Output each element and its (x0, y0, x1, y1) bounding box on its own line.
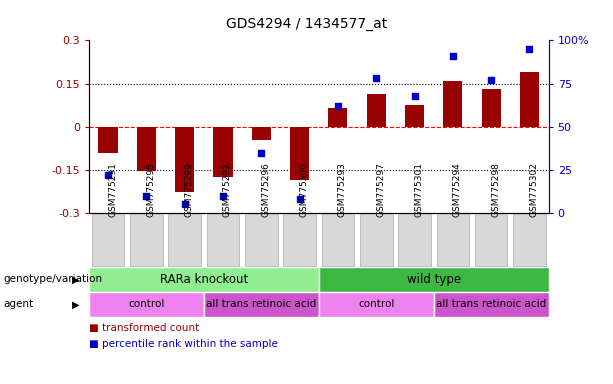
Point (142, 193, 151, 199)
Point (525, 46, 535, 52)
FancyBboxPatch shape (398, 214, 431, 266)
Bar (175, 127, 194, 192)
FancyBboxPatch shape (207, 214, 239, 266)
FancyBboxPatch shape (245, 214, 278, 266)
FancyBboxPatch shape (434, 292, 549, 317)
Text: GSM775293: GSM775293 (338, 162, 347, 217)
Bar (367, 94, 386, 127)
Point (180, 202, 189, 208)
Text: GSM775301: GSM775301 (414, 162, 424, 217)
Bar (329, 108, 348, 127)
Text: genotype/variation: genotype/variation (3, 274, 102, 285)
Text: GSM775294: GSM775294 (453, 163, 462, 217)
Text: ▶: ▶ (72, 299, 80, 310)
FancyBboxPatch shape (319, 267, 549, 292)
Text: ■ transformed count: ■ transformed count (89, 323, 199, 333)
Point (295, 196, 305, 202)
Point (103, 172, 113, 178)
Text: GSM775291: GSM775291 (108, 162, 117, 217)
Text: GSM775298: GSM775298 (491, 162, 500, 217)
FancyBboxPatch shape (204, 292, 319, 317)
FancyBboxPatch shape (436, 214, 469, 266)
Text: ▶: ▶ (72, 274, 80, 285)
FancyBboxPatch shape (89, 267, 319, 292)
Bar (137, 127, 156, 171)
Text: control: control (128, 299, 164, 310)
Text: all trans retinoic acid: all trans retinoic acid (206, 299, 316, 310)
FancyBboxPatch shape (283, 214, 316, 266)
Text: GSM775300: GSM775300 (300, 162, 308, 217)
FancyBboxPatch shape (322, 214, 354, 266)
Point (333, 103, 343, 109)
Text: GSM775302: GSM775302 (530, 162, 538, 217)
Bar (252, 127, 271, 140)
Point (409, 93, 419, 99)
Bar (443, 81, 462, 127)
FancyBboxPatch shape (89, 292, 204, 317)
Point (448, 53, 458, 59)
FancyBboxPatch shape (319, 292, 434, 317)
Text: GSM775297: GSM775297 (376, 162, 385, 217)
Text: ■ percentile rank within the sample: ■ percentile rank within the sample (89, 339, 278, 349)
FancyBboxPatch shape (130, 214, 162, 266)
Text: agent: agent (3, 299, 33, 310)
Bar (290, 127, 309, 180)
Bar (520, 72, 539, 127)
FancyBboxPatch shape (513, 214, 546, 266)
Bar (99, 127, 118, 153)
Bar (482, 89, 501, 127)
Point (371, 75, 381, 81)
FancyBboxPatch shape (360, 214, 392, 266)
Point (218, 193, 228, 199)
FancyBboxPatch shape (92, 214, 124, 266)
Bar (405, 105, 424, 127)
Text: all trans retinoic acid: all trans retinoic acid (436, 299, 546, 310)
FancyBboxPatch shape (169, 214, 201, 266)
Point (256, 149, 266, 156)
Text: GSM775296: GSM775296 (261, 162, 270, 217)
Bar (213, 127, 232, 177)
Text: GSM775292: GSM775292 (223, 163, 232, 217)
Text: wild type: wild type (406, 273, 461, 286)
Text: GSM775299: GSM775299 (185, 162, 194, 217)
Text: GSM775295: GSM775295 (147, 162, 155, 217)
Text: GDS4294 / 1434577_at: GDS4294 / 1434577_at (226, 17, 387, 31)
FancyBboxPatch shape (475, 214, 508, 266)
Point (486, 77, 496, 83)
Text: control: control (358, 299, 394, 310)
Text: RARa knockout: RARa knockout (160, 273, 248, 286)
